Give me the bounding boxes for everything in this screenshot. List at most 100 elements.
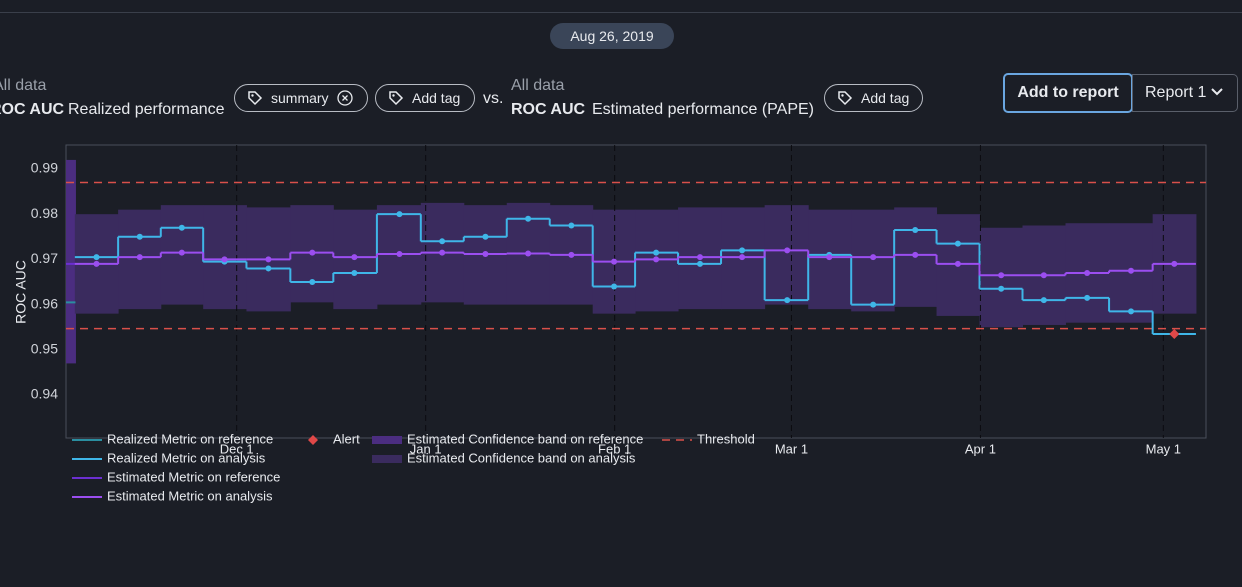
vs: vs. bbox=[483, 90, 504, 107]
point bbox=[221, 256, 228, 263]
y-tick-label: 0.96 bbox=[31, 295, 58, 311]
x-tick-label: May 1 bbox=[1146, 441, 1181, 456]
legend-label: Estimated Confidence band on analysis bbox=[407, 450, 636, 465]
confidence-band bbox=[764, 205, 809, 305]
point bbox=[309, 279, 316, 286]
y-tick-label: 0.94 bbox=[31, 386, 58, 402]
tag-icon bbox=[248, 91, 263, 106]
legend-label: Threshold bbox=[697, 431, 755, 446]
add-tag-text: Add tag bbox=[412, 90, 461, 106]
point bbox=[351, 269, 358, 276]
point bbox=[525, 250, 532, 257]
point bbox=[93, 254, 100, 261]
y-tick-label: 0.95 bbox=[31, 341, 58, 357]
report-dropdown[interactable]: Report 1 bbox=[1132, 74, 1238, 112]
point bbox=[998, 285, 1005, 292]
legend-label: Estimated Confidence band on reference bbox=[407, 431, 643, 446]
metric-label: Realized performance bbox=[68, 101, 225, 118]
point bbox=[826, 254, 833, 261]
point bbox=[611, 258, 618, 265]
point bbox=[439, 238, 446, 245]
point bbox=[482, 233, 489, 240]
point bbox=[954, 240, 961, 247]
point bbox=[396, 211, 403, 218]
y-axis-label: ROC AUC bbox=[13, 260, 29, 324]
plot bbox=[66, 145, 1206, 438]
divider bbox=[0, 12, 1242, 13]
x-tick-label: Jan 1 bbox=[410, 441, 442, 456]
scope: All data bbox=[511, 77, 565, 94]
legend-label: Estimated Metric on analysis bbox=[107, 488, 273, 503]
report-name: Report 1 bbox=[1145, 84, 1207, 101]
add-tag[interactable]: Add tag bbox=[375, 84, 475, 112]
point bbox=[439, 249, 446, 256]
legend-swatch bbox=[372, 436, 402, 444]
point bbox=[697, 254, 704, 261]
point bbox=[653, 249, 660, 256]
point bbox=[870, 254, 877, 261]
point bbox=[568, 222, 575, 229]
point bbox=[136, 254, 143, 261]
point bbox=[697, 260, 704, 267]
tag-icon bbox=[389, 91, 404, 106]
point bbox=[998, 272, 1005, 279]
point bbox=[396, 250, 403, 257]
metric: ROC AUC bbox=[0, 101, 65, 118]
add-tag[interactable]: Add tag bbox=[824, 84, 923, 112]
add-tag-text: Add tag bbox=[861, 90, 910, 106]
remove-icon[interactable] bbox=[336, 90, 353, 106]
confidence-band bbox=[66, 159, 76, 364]
legend-swatch bbox=[372, 455, 402, 463]
point bbox=[351, 254, 358, 261]
metric-label: Estimated performance (PAPE) bbox=[592, 101, 815, 118]
point bbox=[1171, 260, 1178, 267]
legend-label: Alert bbox=[333, 431, 360, 446]
point bbox=[784, 247, 791, 254]
metric: ROC AUC bbox=[511, 101, 586, 118]
point bbox=[265, 256, 272, 263]
point bbox=[265, 265, 272, 272]
x-tick-label: Dec 1 bbox=[220, 441, 254, 456]
point bbox=[93, 260, 100, 267]
point bbox=[309, 249, 316, 256]
point bbox=[954, 260, 961, 267]
point bbox=[784, 297, 791, 304]
x-tick-label: Feb 1 bbox=[598, 441, 631, 456]
point bbox=[482, 250, 489, 257]
point bbox=[525, 215, 532, 222]
legend-label: Estimated Metric on reference bbox=[107, 469, 280, 484]
y-tick-label: 0.98 bbox=[31, 205, 58, 221]
x-tick-label: Mar 1 bbox=[775, 441, 808, 456]
point bbox=[653, 256, 660, 263]
point bbox=[178, 224, 185, 231]
point bbox=[739, 247, 746, 254]
x-tick-label: Apr 1 bbox=[965, 441, 996, 456]
scope: All data bbox=[0, 77, 47, 94]
point bbox=[912, 227, 919, 234]
alert-marker bbox=[1169, 329, 1180, 340]
tag[interactable]: summary bbox=[234, 84, 368, 112]
point bbox=[870, 301, 877, 308]
point bbox=[1128, 267, 1135, 274]
point bbox=[568, 251, 575, 258]
legend-swatch bbox=[308, 435, 318, 445]
point bbox=[1128, 308, 1135, 315]
confidence-band bbox=[851, 209, 895, 312]
point bbox=[136, 233, 143, 240]
point bbox=[1040, 297, 1047, 304]
point bbox=[611, 283, 618, 290]
date-pill[interactable]: Aug 26, 2019 bbox=[550, 23, 674, 49]
legend-label: Realized Metric on analysis bbox=[107, 450, 266, 465]
y-tick-label: 0.97 bbox=[31, 250, 58, 266]
tag-text: summary bbox=[271, 90, 329, 106]
tag-icon bbox=[838, 91, 853, 106]
y-tick-label: 0.99 bbox=[31, 160, 58, 176]
point bbox=[1084, 269, 1091, 276]
point bbox=[739, 254, 746, 261]
point bbox=[1084, 294, 1091, 301]
point bbox=[178, 249, 185, 256]
chevron bbox=[1211, 88, 1224, 96]
legend-label: Realized Metric on reference bbox=[107, 431, 273, 446]
